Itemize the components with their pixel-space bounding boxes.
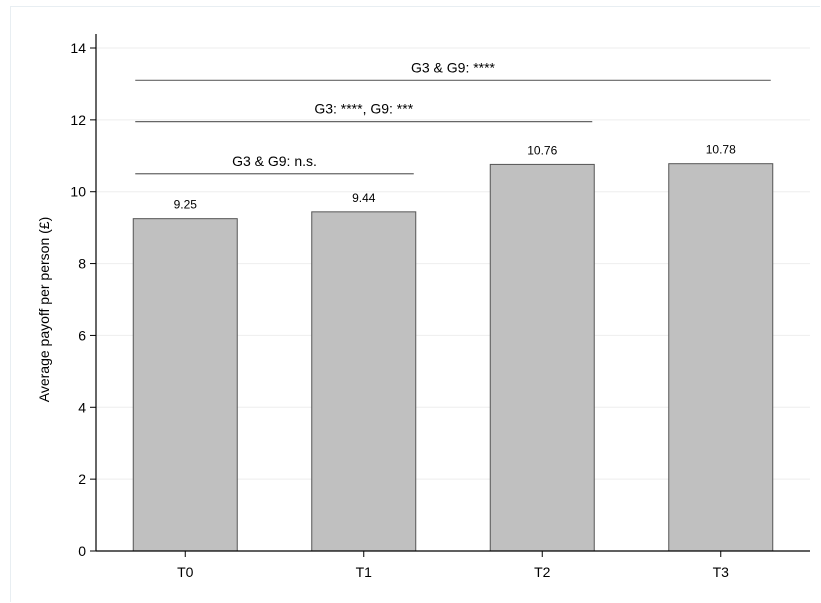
y-tick-label: 12 bbox=[70, 112, 86, 128]
comparison-label: G3 & G9: n.s. bbox=[232, 153, 317, 169]
data-label: 9.44 bbox=[352, 191, 376, 205]
y-axis-title: Average payoff per person (£) bbox=[36, 217, 52, 403]
bar-T2 bbox=[489, 163, 595, 552]
y-tick-label: 0 bbox=[78, 543, 86, 559]
y-tick-label: 14 bbox=[70, 40, 86, 56]
data-label: 9.25 bbox=[174, 198, 198, 212]
bar-T0 bbox=[132, 218, 238, 552]
comparison-label: G3 & G9: **** bbox=[411, 59, 496, 75]
x-tick-label: T3 bbox=[713, 564, 730, 580]
data-label: 10.78 bbox=[706, 143, 736, 157]
y-tick-label: 10 bbox=[70, 184, 86, 200]
bar-T3 bbox=[668, 163, 774, 552]
x-tick-label: T2 bbox=[534, 564, 551, 580]
y-tick-label: 4 bbox=[78, 399, 86, 415]
comparison-label: G3: ****, G9: *** bbox=[314, 101, 413, 117]
y-tick-label: 6 bbox=[78, 327, 86, 343]
y-tick-label: 8 bbox=[78, 256, 86, 272]
data-label: 10.76 bbox=[527, 143, 557, 157]
bar-T1 bbox=[311, 211, 417, 552]
x-tick-label: T1 bbox=[356, 564, 373, 580]
x-tick-label: T0 bbox=[177, 564, 194, 580]
y-tick-label: 2 bbox=[78, 471, 86, 487]
